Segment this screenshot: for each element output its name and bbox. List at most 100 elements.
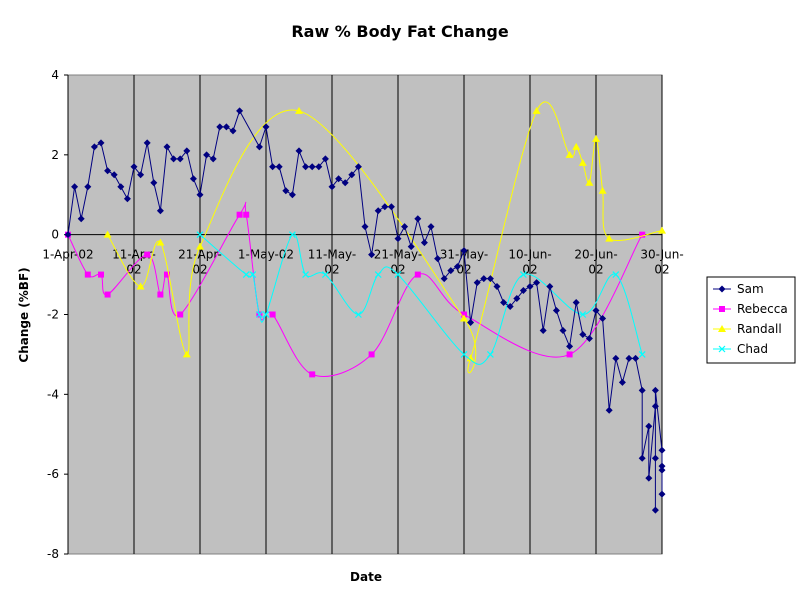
data-point-chad <box>321 271 329 279</box>
data-point-rebecca <box>243 211 250 218</box>
data-point-randall <box>466 354 475 362</box>
legend: Sam Rebecca Randall Chad <box>706 276 796 364</box>
data-point-randall <box>156 238 165 246</box>
data-point-randall <box>572 142 581 150</box>
data-point-sam <box>585 334 593 342</box>
data-point-randall <box>565 150 574 158</box>
data-point-rebecca <box>157 291 164 298</box>
data-point-sam <box>71 183 79 191</box>
data-point-sam <box>321 155 329 163</box>
chart-title: Raw % Body Fat Change <box>291 22 508 41</box>
x-marker-stroke <box>288 231 296 239</box>
data-point-rebecca <box>639 231 646 238</box>
data-point-rebecca <box>98 271 104 278</box>
data-point-sam <box>137 171 145 179</box>
data-point-sam <box>618 378 626 386</box>
data-point-sam <box>269 163 277 171</box>
data-point-chad <box>302 271 310 279</box>
data-point-sam <box>381 203 389 211</box>
data-point-chad <box>288 231 296 239</box>
data-point-sam <box>460 247 468 255</box>
x-marker-stroke <box>354 311 362 318</box>
x-marker-stroke <box>255 311 263 318</box>
legend-label-sam: Sam <box>737 282 764 296</box>
data-point-randall <box>658 226 666 234</box>
y-tick-label: 0 <box>51 228 59 242</box>
x-tick-label: 20-Jun- <box>574 248 617 262</box>
data-point-chad <box>460 350 468 358</box>
data-point-sam <box>117 183 125 191</box>
data-point-sam <box>407 243 415 251</box>
data-point-sam <box>282 187 290 195</box>
data-point-rebecca <box>414 271 421 278</box>
x-tick-label: 30-Jun- <box>640 248 683 262</box>
data-point-sam <box>533 279 541 287</box>
x-marker-stroke <box>519 271 527 279</box>
data-point-chad <box>354 311 362 318</box>
legend-item-rebecca: Rebecca <box>713 302 788 316</box>
data-point-sam <box>229 127 237 135</box>
plot-background <box>67 74 663 555</box>
data-point-sam <box>513 295 521 303</box>
data-point-sam <box>447 267 455 275</box>
data-point-sam <box>196 191 204 199</box>
data-point-randall <box>532 106 541 114</box>
data-point-sam <box>156 207 164 215</box>
data-point-sam <box>315 163 323 171</box>
data-point-rebecca <box>368 351 375 358</box>
data-point-sam <box>189 175 197 183</box>
data-point-sam <box>216 123 224 131</box>
data-point-sam <box>77 215 85 223</box>
data-point-sam <box>203 151 211 159</box>
data-point-sam <box>658 462 666 470</box>
data-point-randall <box>605 234 614 242</box>
data-point-randall <box>136 282 145 290</box>
data-point-sam <box>170 155 178 163</box>
x-tick-label: 1-Apr-02 <box>42 248 93 262</box>
data-point-sam <box>104 167 112 175</box>
series-sam <box>64 107 666 514</box>
legend-label-randall: Randall <box>737 322 782 336</box>
data-point-sam <box>308 163 316 171</box>
x-tick-label: 11-May- <box>308 248 357 262</box>
data-point-sam <box>526 283 534 291</box>
data-point-chad <box>579 311 587 318</box>
data-point-sam <box>559 326 567 334</box>
data-point-sam <box>414 215 422 223</box>
data-point-sam <box>651 402 659 410</box>
x-axis-title: Date <box>350 570 382 584</box>
data-point-sam <box>658 490 666 498</box>
data-point-sam <box>348 171 356 179</box>
data-point-sam <box>552 307 560 315</box>
x-marker-stroke <box>249 271 257 279</box>
data-point-sam <box>651 454 659 462</box>
x-tick-label: 02 <box>324 263 339 277</box>
data-point-sam <box>183 147 191 155</box>
data-point-sam <box>84 183 92 191</box>
data-point-chad <box>374 271 382 279</box>
data-point-chad <box>486 350 494 358</box>
x-tick-label: 02 <box>654 263 669 277</box>
data-point-chad <box>612 271 620 279</box>
legend-item-chad: Chad <box>713 342 768 356</box>
data-point-sam <box>658 466 666 474</box>
x-tick-label: 10-Jun- <box>508 248 551 262</box>
data-point-sam <box>566 342 574 350</box>
data-point-sam <box>143 139 151 147</box>
data-point-rebecca <box>84 271 91 278</box>
x-tick-label: 02 <box>522 263 537 277</box>
data-point-randall <box>182 350 191 358</box>
data-point-randall <box>585 178 594 186</box>
data-point-sam <box>638 454 646 462</box>
data-point-sam <box>97 139 105 147</box>
x-marker-stroke <box>196 231 204 239</box>
x-marker-stroke <box>579 311 587 318</box>
legend-item-randall: Randall <box>713 322 782 336</box>
x-marker-stroke <box>374 271 382 279</box>
data-point-sam <box>64 231 72 239</box>
data-point-sam <box>374 207 382 215</box>
data-point-sam <box>473 279 481 287</box>
plot-area <box>67 74 663 555</box>
data-point-sam <box>506 303 514 311</box>
data-point-sam <box>467 318 475 326</box>
